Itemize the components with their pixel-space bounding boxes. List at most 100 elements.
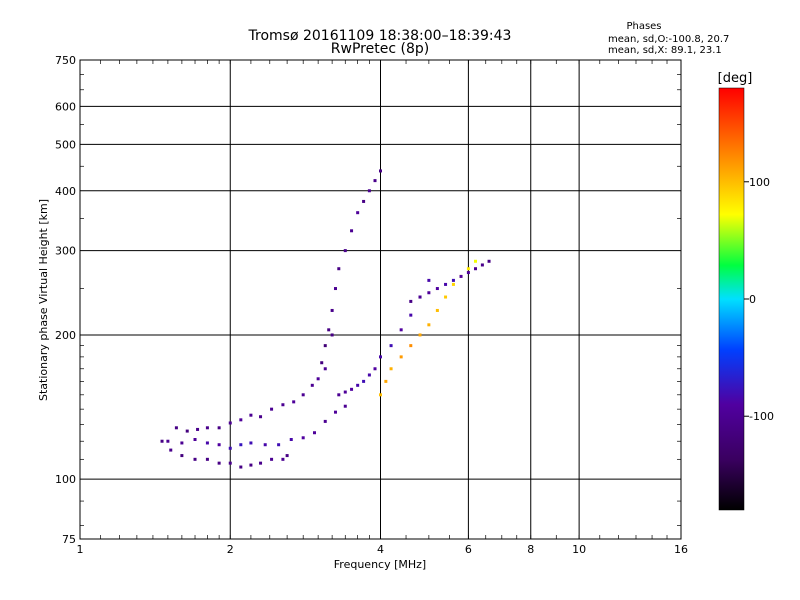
data-point-s3-11 — [373, 179, 377, 183]
data-point-s0-5 — [217, 426, 221, 430]
data-point-s3-5 — [337, 267, 341, 271]
colorbar-tick-label: 100 — [749, 176, 770, 189]
data-point-s0-12 — [292, 400, 296, 404]
data-point-s5-5 — [418, 333, 422, 337]
data-point-s3-9 — [362, 199, 366, 203]
data-point-s0-7 — [239, 418, 243, 422]
data-point-s4-9 — [399, 328, 403, 332]
data-point-s5-3 — [399, 355, 403, 359]
data-point-s6-1 — [418, 295, 422, 299]
data-point-s2-3 — [217, 461, 221, 465]
data-point-s1-9 — [263, 443, 267, 447]
data-point-s3-2 — [327, 328, 331, 332]
data-point-s1-6 — [228, 446, 232, 450]
x-tick-label: 4 — [377, 543, 384, 556]
data-point-s0-15 — [316, 377, 320, 381]
data-point-s1-14 — [323, 419, 327, 423]
data-point-s1-3 — [193, 438, 197, 442]
x-axis-label: Frequency [MHz] — [334, 558, 426, 571]
data-point-s1-0 — [160, 439, 164, 443]
data-point-s0-3 — [196, 427, 200, 431]
data-point-s3-8 — [356, 211, 360, 215]
data-point-s0-6 — [228, 421, 232, 425]
y-tick-label: 400 — [55, 185, 76, 198]
data-point-s0-13 — [301, 393, 305, 397]
y-axis-label: Stationary phase Virtual Height [km] — [37, 199, 50, 401]
data-point-s4-5 — [367, 373, 371, 377]
data-point-s1-10 — [277, 443, 281, 447]
data-point-s1-7 — [239, 443, 243, 447]
stats-line-x: mean, sd,X: 89.1, 23.1 — [608, 45, 722, 56]
data-point-s6-5 — [451, 278, 455, 282]
data-point-s0-10 — [270, 407, 274, 411]
data-point-s1-13 — [312, 431, 316, 435]
data-point-s4-1 — [343, 390, 347, 394]
data-point-s5-0 — [379, 393, 382, 397]
chart-subtitle: RwPretec (8p) — [331, 41, 429, 57]
data-point-s5-11 — [466, 267, 470, 271]
data-point-s0-0 — [166, 439, 170, 443]
data-point-s5-12 — [473, 259, 477, 263]
data-point-s5-9 — [451, 282, 455, 286]
x-tick-label: 1 — [77, 543, 84, 556]
data-point-s4-10 — [409, 313, 413, 317]
stats-line-o: mean, sd,O:-100.8, 20.7 — [608, 34, 729, 45]
data-point-s2-10 — [285, 454, 289, 458]
data-point-s3-0 — [320, 361, 324, 365]
x-tick-label: 2 — [227, 543, 234, 556]
x-tick-label: 8 — [527, 543, 534, 556]
data-point-s3-12 — [379, 169, 382, 173]
data-point-s2-9 — [281, 457, 285, 461]
data-point-s3-1 — [323, 344, 327, 348]
data-point-s1-5 — [217, 443, 221, 447]
colorbar-ticks: -100 0 100 — [744, 176, 774, 423]
data-point-s3-10 — [367, 189, 371, 193]
data-point-s0-1 — [174, 426, 178, 430]
data-point-s1-4 — [205, 441, 209, 445]
data-point-s4-0 — [337, 393, 341, 397]
data-point-s6-7 — [466, 271, 470, 275]
data-point-s2-1 — [193, 457, 197, 461]
data-point-s6-9 — [480, 263, 484, 267]
chart-title: Tromsø 20161109 18:38:00–18:39:43 — [248, 28, 512, 44]
data-point-s4-2 — [350, 387, 354, 391]
grid-lines — [80, 60, 681, 539]
data-point-s0-11 — [281, 403, 285, 407]
y-tick-label: 500 — [55, 138, 76, 151]
y-tick-label: 75 — [62, 533, 76, 546]
data-point-s1-1 — [169, 448, 173, 452]
data-point-s0-8 — [249, 413, 253, 417]
x-tick-label: 6 — [465, 543, 472, 556]
colorbar-tick-label: 0 — [749, 293, 756, 306]
data-point-s6-10 — [487, 259, 491, 263]
data-point-s0-17 — [330, 333, 334, 337]
y-tick-label: 100 — [55, 473, 76, 486]
data-point-s1-16 — [343, 404, 347, 408]
data-point-s6-6 — [459, 274, 463, 278]
data-point-s0-16 — [323, 367, 327, 371]
data-point-s4-8 — [389, 344, 393, 348]
data-point-s4-7 — [379, 355, 382, 359]
data-point-s3-3 — [330, 308, 334, 312]
data-point-s2-4 — [228, 461, 232, 465]
data-point-s0-9 — [259, 415, 263, 419]
data-point-s4-12 — [427, 278, 431, 282]
data-point-s2-8 — [270, 457, 274, 461]
data-point-s4-6 — [373, 367, 377, 371]
data-point-s4-3 — [356, 383, 360, 387]
y-tick-label: 200 — [55, 329, 76, 342]
data-point-s3-4 — [333, 287, 337, 291]
data-point-s1-11 — [289, 438, 293, 442]
data-point-s5-1 — [384, 379, 388, 383]
data-point-s5-7 — [435, 308, 439, 312]
data-point-s1-2 — [180, 441, 184, 445]
data-point-s4-4 — [362, 379, 366, 383]
colorbar-tick-label: -100 — [749, 410, 774, 423]
data-point-s5-6 — [427, 323, 431, 327]
x-tick-label: 10 — [572, 543, 586, 556]
data-point-s1-15 — [333, 410, 337, 414]
data-point-s5-4 — [409, 344, 413, 348]
data-point-s2-2 — [205, 457, 209, 461]
data-point-s1-8 — [249, 441, 253, 445]
data-point-s0-2 — [185, 429, 189, 433]
